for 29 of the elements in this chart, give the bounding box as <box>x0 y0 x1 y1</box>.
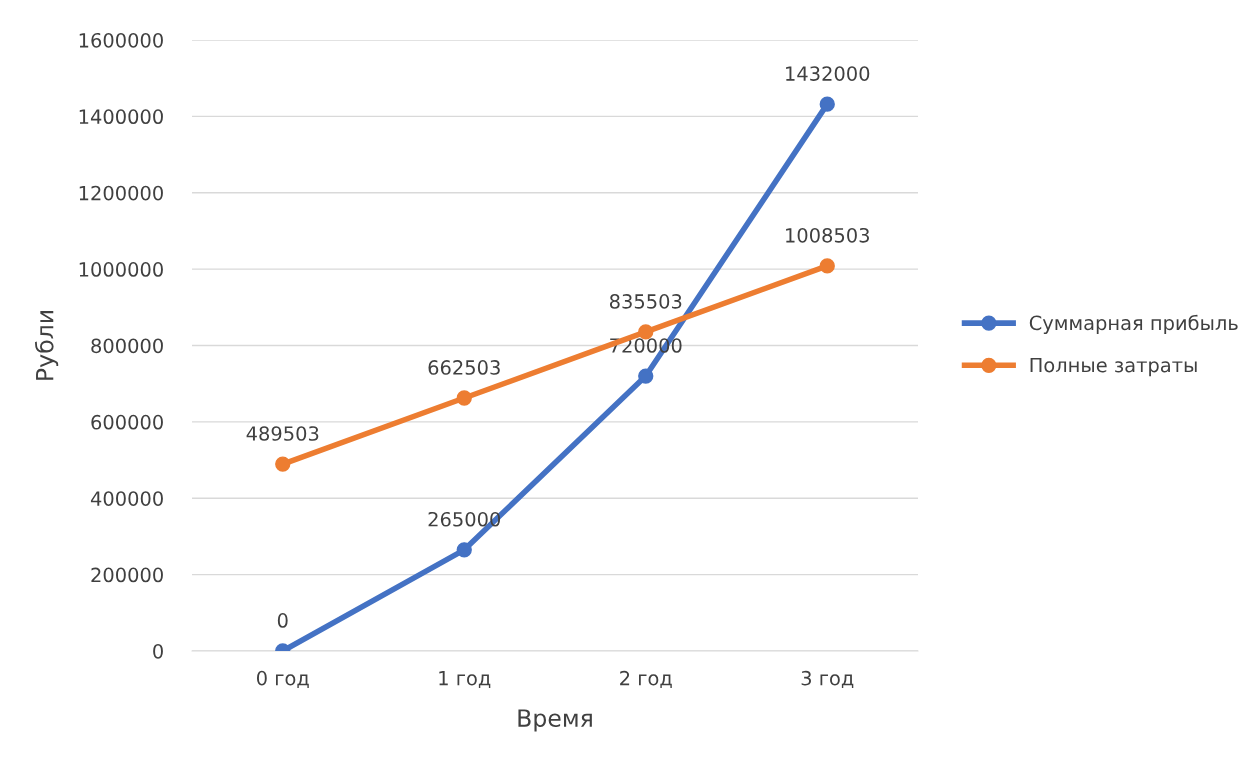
data-label: 835503 <box>609 294 682 309</box>
x-tick-label: 0 год <box>256 670 309 688</box>
data-label: 0 <box>277 613 288 628</box>
legend-label: Суммарная прибыль <box>1029 314 1238 334</box>
x-tick-label: 1 год <box>439 671 491 688</box>
y-tick-label: 200000 <box>91 567 163 583</box>
point <box>456 390 472 406</box>
legend-label: Полные затраты <box>1030 357 1197 377</box>
point <box>275 456 291 472</box>
y-tick-label: 1600000 <box>79 32 163 48</box>
y-tick-label: 800000 <box>91 338 163 354</box>
y-tick-label: 1000000 <box>79 262 163 277</box>
y-tick-label: 0 <box>153 643 163 659</box>
point <box>456 542 472 558</box>
data-label: 1432000 <box>786 66 870 81</box>
point <box>819 96 835 112</box>
y-tick-label: 1200000 <box>79 185 163 201</box>
y-tick-label: 600000 <box>91 414 163 430</box>
x-tick-label: 3 год <box>801 670 854 688</box>
y-tick-label: 1400000 <box>79 109 163 125</box>
data-label: 1008503 <box>786 227 869 243</box>
point <box>819 258 835 274</box>
y-tick-label: 400000 <box>90 491 163 506</box>
point <box>638 368 654 384</box>
data-label: 662503 <box>428 360 500 375</box>
y-axis-title: Рубли <box>34 311 59 380</box>
x-axis-title: Время <box>518 709 592 732</box>
x-tick-label: 2 год <box>620 670 672 688</box>
data-label: 489503 <box>246 426 319 441</box>
